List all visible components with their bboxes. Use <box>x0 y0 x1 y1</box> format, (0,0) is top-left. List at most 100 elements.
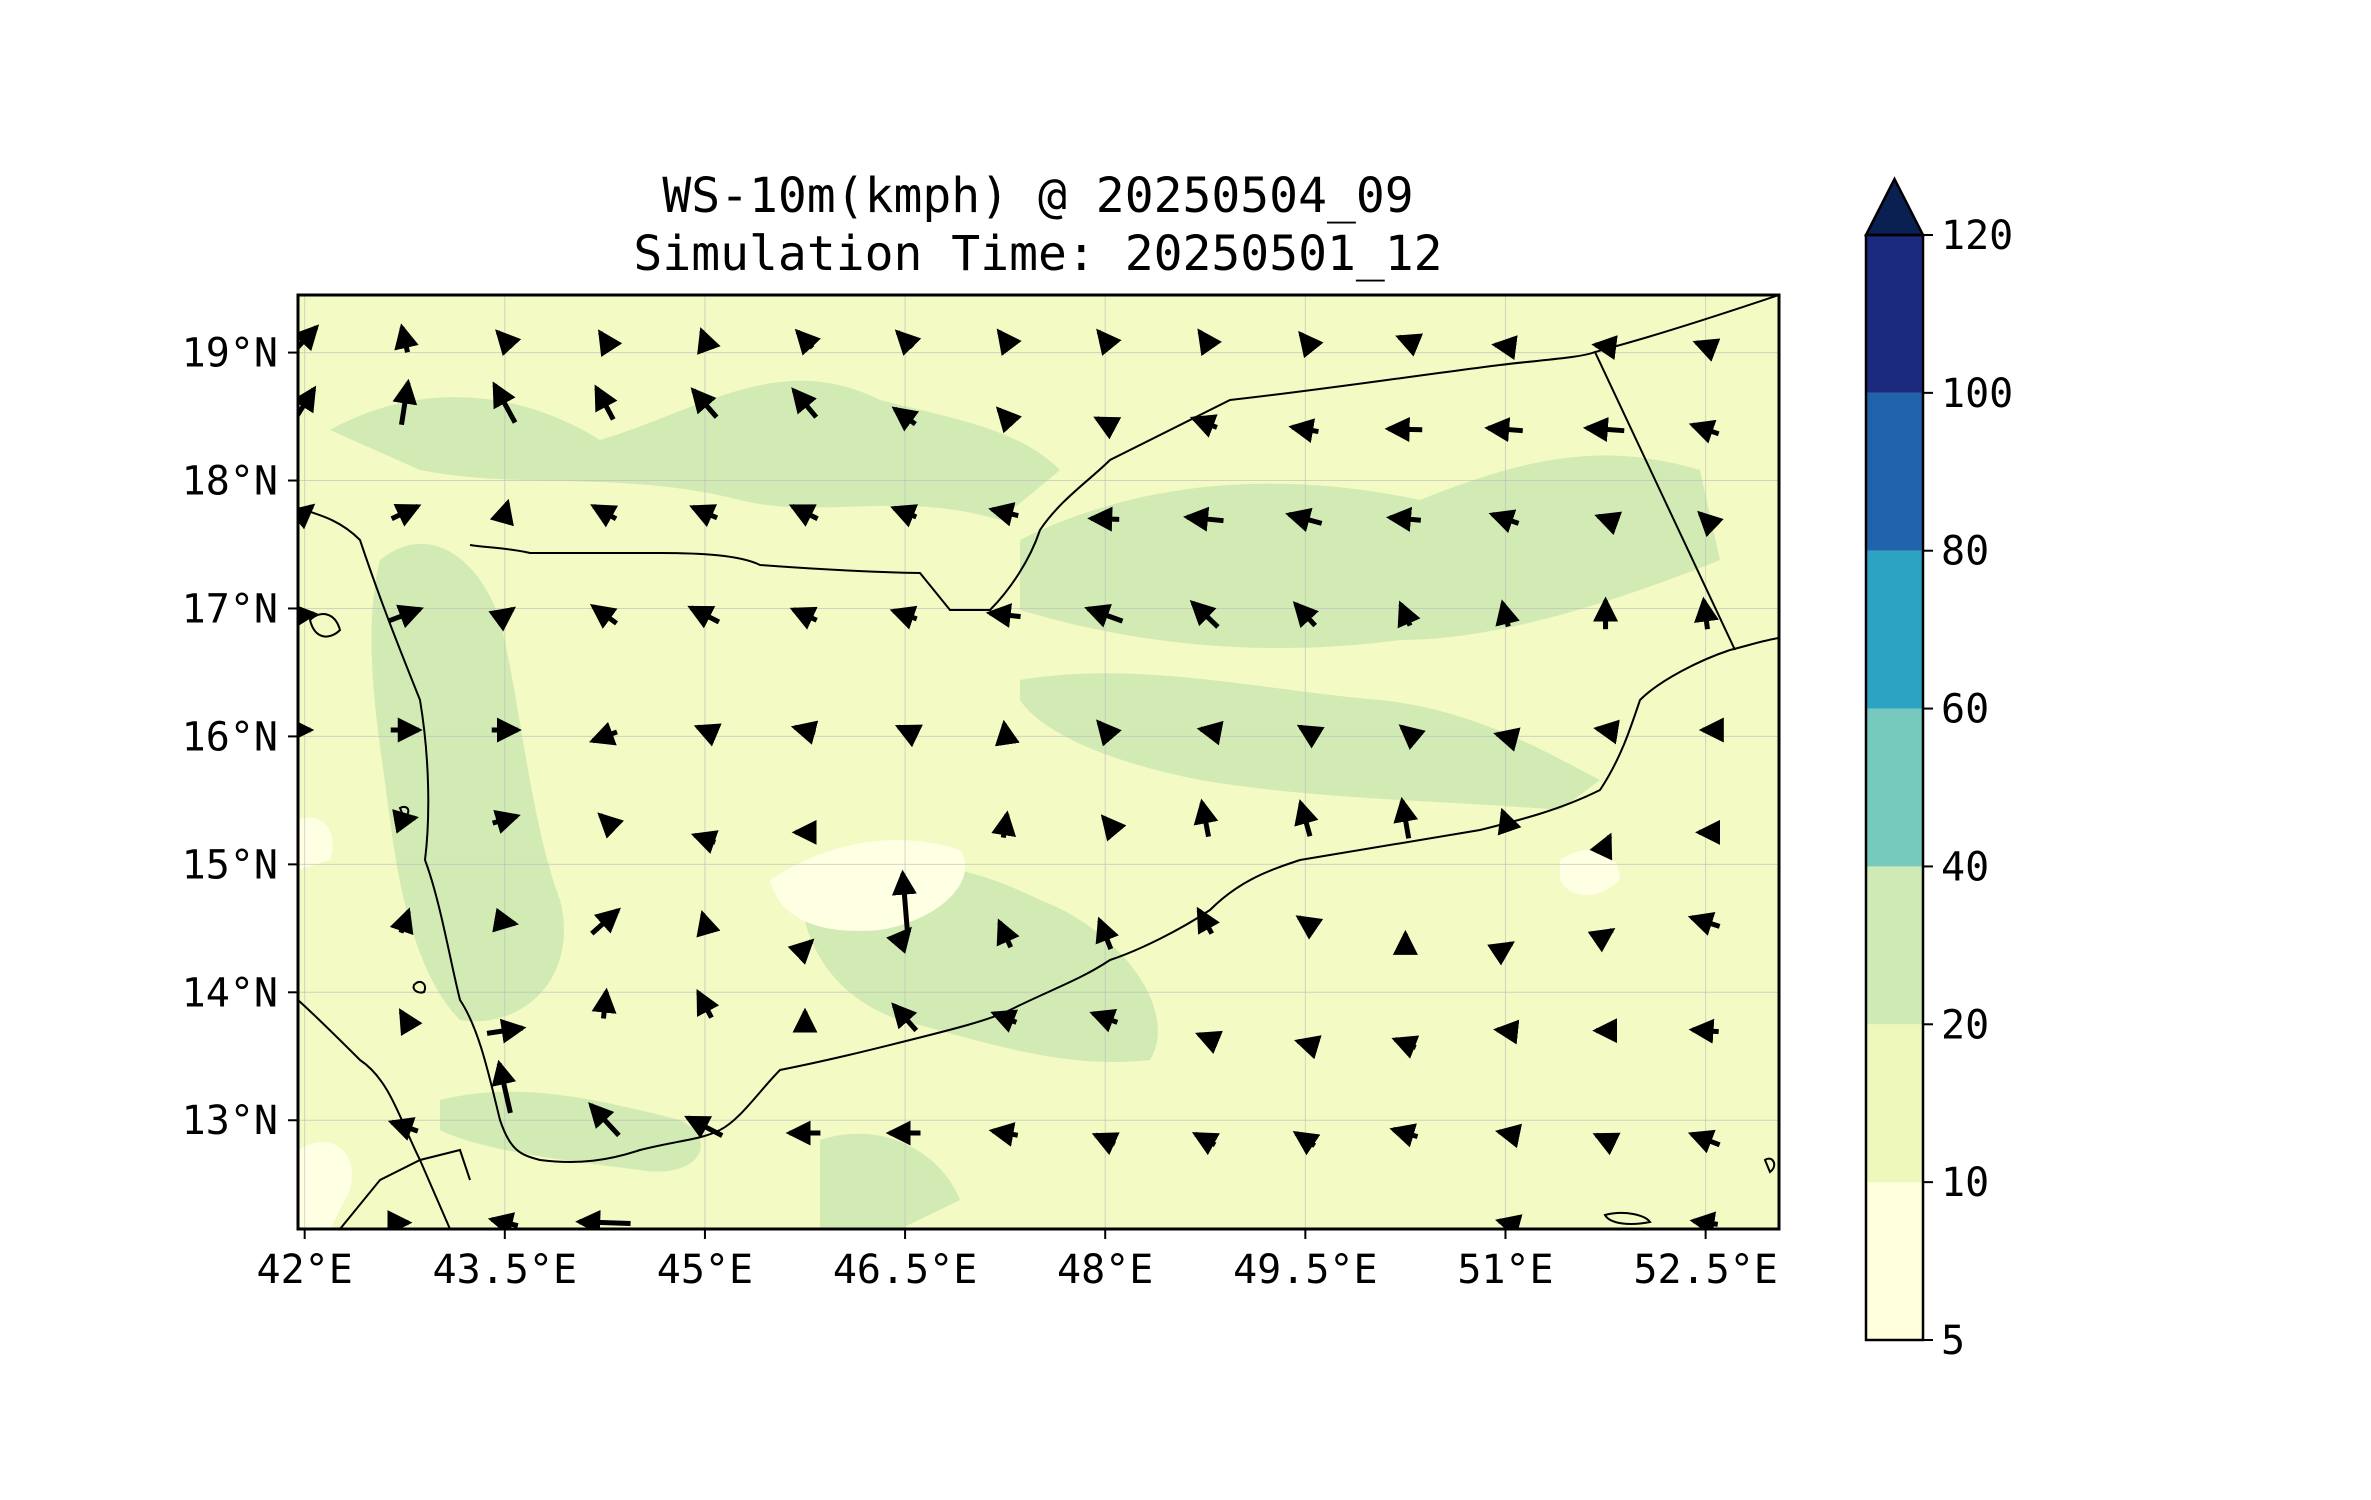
x-tick-label: 52.5°E <box>1633 1247 1778 1293</box>
colorbar-tick-label: 100 <box>1941 371 2013 417</box>
colorbar-segment <box>1866 1182 1923 1340</box>
wind-arrow <box>1592 1132 1621 1156</box>
wind-arrow <box>890 504 919 528</box>
y-tick-label: 13°N <box>182 1098 278 1144</box>
wind-arrow <box>491 1059 517 1114</box>
wind-arrow <box>1196 720 1224 746</box>
figure-title-line2: Simulation Time: 20250501_12 <box>633 226 1442 282</box>
wind-arrow <box>789 606 818 630</box>
wind-arrow <box>1582 417 1625 442</box>
wind-arrow <box>1294 1035 1322 1060</box>
wind-arrow <box>590 504 619 528</box>
wind-arrow <box>1594 511 1623 536</box>
wind-arrow <box>387 1117 419 1141</box>
wind-arrow <box>995 406 1022 434</box>
wind-arrow <box>794 328 821 356</box>
x-tick-label: 43.5°E <box>433 1247 578 1293</box>
wind-arrow <box>590 907 621 936</box>
wind-arrow <box>591 987 617 1019</box>
wind-arrow <box>1084 604 1124 628</box>
x-axis-ticks: 42°E 43.5°E 45°E 46.5°E 48°E 49.5°E 51°E 52.5°E <box>257 1229 1778 1293</box>
map-frame <box>296 293 1781 1231</box>
wind-arrow <box>996 918 1020 949</box>
colorbar-frame <box>1864 233 1925 1342</box>
x-tick-label: 49.5°E <box>1233 1247 1378 1293</box>
x-tick-label: 46.5°E <box>833 1247 978 1293</box>
wind-arrow <box>788 503 819 527</box>
colorbar-segment <box>1866 866 1923 1025</box>
wind-arrow <box>1393 796 1419 839</box>
wind-arrow <box>392 809 419 834</box>
wind-arrow <box>1285 507 1323 533</box>
wind-arrow <box>1095 916 1119 950</box>
wind-arrow <box>1189 600 1220 629</box>
wind-arrow <box>690 387 719 419</box>
wind-arrow <box>1493 1019 1520 1045</box>
wind-arrow <box>1089 1008 1119 1033</box>
colorbar-segment <box>1866 550 1923 709</box>
wind-arrow <box>1292 601 1319 629</box>
wind-arrow <box>1183 506 1224 532</box>
wind-arrow <box>1197 328 1222 357</box>
wind-arrow <box>594 384 618 421</box>
wind-arrow <box>787 938 815 965</box>
y-tick-label: 18°N <box>182 459 278 505</box>
wind-arrow <box>389 907 414 936</box>
colorbar-tick-label: 60 <box>1941 687 1989 733</box>
wind-arrow <box>298 324 320 352</box>
wind-arrow <box>1189 414 1218 438</box>
yemen-southern-coastline <box>719 637 1779 1131</box>
wind-arrow <box>1689 1211 1719 1229</box>
colorbar-tick-label: 40 <box>1941 844 1989 890</box>
wind-arrow <box>990 1009 1019 1033</box>
figure-title-line1: WS-10m(kmph) @ 20250504_09 <box>662 168 1413 224</box>
wind-arrow <box>388 604 424 629</box>
colorbar: 5 10 20 40 60 80 100 120 <box>1863 176 2013 1364</box>
colorbar-tick-label: 20 <box>1941 1002 1989 1048</box>
djibouti-border <box>339 1148 471 1229</box>
yemen-red-sea-coastline <box>298 507 721 1163</box>
map-panel: 42°E 43.5°E 45°E 46.5°E 48°E 49.5°E 51°E 52.5°E… <box>182 293 1781 1293</box>
colorbar-tick-label: 120 <box>1941 213 2013 259</box>
wind-arrow <box>696 910 721 938</box>
colorbar-segment <box>1866 708 1923 867</box>
colorbar-extend-triangle <box>1863 176 1926 237</box>
y-tick-label: 14°N <box>182 970 278 1016</box>
wind-arrow <box>588 721 618 746</box>
wind-arrow <box>1593 719 1620 745</box>
wind-arrow <box>1391 1035 1420 1059</box>
wind-arrow <box>1497 807 1522 836</box>
wind-arrow <box>491 809 521 834</box>
wind-arrow <box>891 406 920 432</box>
pale-patch-east <box>1560 849 1620 895</box>
wind-arrow <box>886 926 912 954</box>
wind-arrow <box>894 329 922 356</box>
wind-arrow <box>1589 832 1613 861</box>
wind-arrow <box>492 381 518 424</box>
wind-arrow <box>894 724 923 748</box>
colorbar-segment <box>1866 1024 1923 1183</box>
wind-arrow <box>1493 727 1521 752</box>
wind-arrow <box>889 605 918 630</box>
x-tick-label: 42°E <box>257 1247 353 1293</box>
wind-arrow <box>488 606 516 632</box>
wind-arrow <box>891 869 917 933</box>
wind-arrow <box>1697 510 1724 538</box>
wind-arrow <box>693 723 722 747</box>
wind-arrow <box>988 502 1019 527</box>
x-tick-label: 48°E <box>1057 1247 1153 1293</box>
wind-arrow <box>690 830 719 854</box>
wind-arrow <box>991 810 1017 839</box>
wind-arrow <box>1389 1123 1419 1148</box>
colorbar-tick-label: 10 <box>1941 1160 1989 1206</box>
wind-arrow <box>1491 335 1518 360</box>
wind-arrow <box>1694 596 1719 630</box>
wind-arrow <box>589 603 619 629</box>
wind-arrow <box>696 989 720 1019</box>
wind-arrow <box>1191 1131 1220 1156</box>
pale-patch-central <box>770 840 966 931</box>
y-tick-label: 19°N <box>182 331 278 377</box>
wind-arrow <box>1298 330 1324 359</box>
wind-arrow <box>1384 416 1423 442</box>
